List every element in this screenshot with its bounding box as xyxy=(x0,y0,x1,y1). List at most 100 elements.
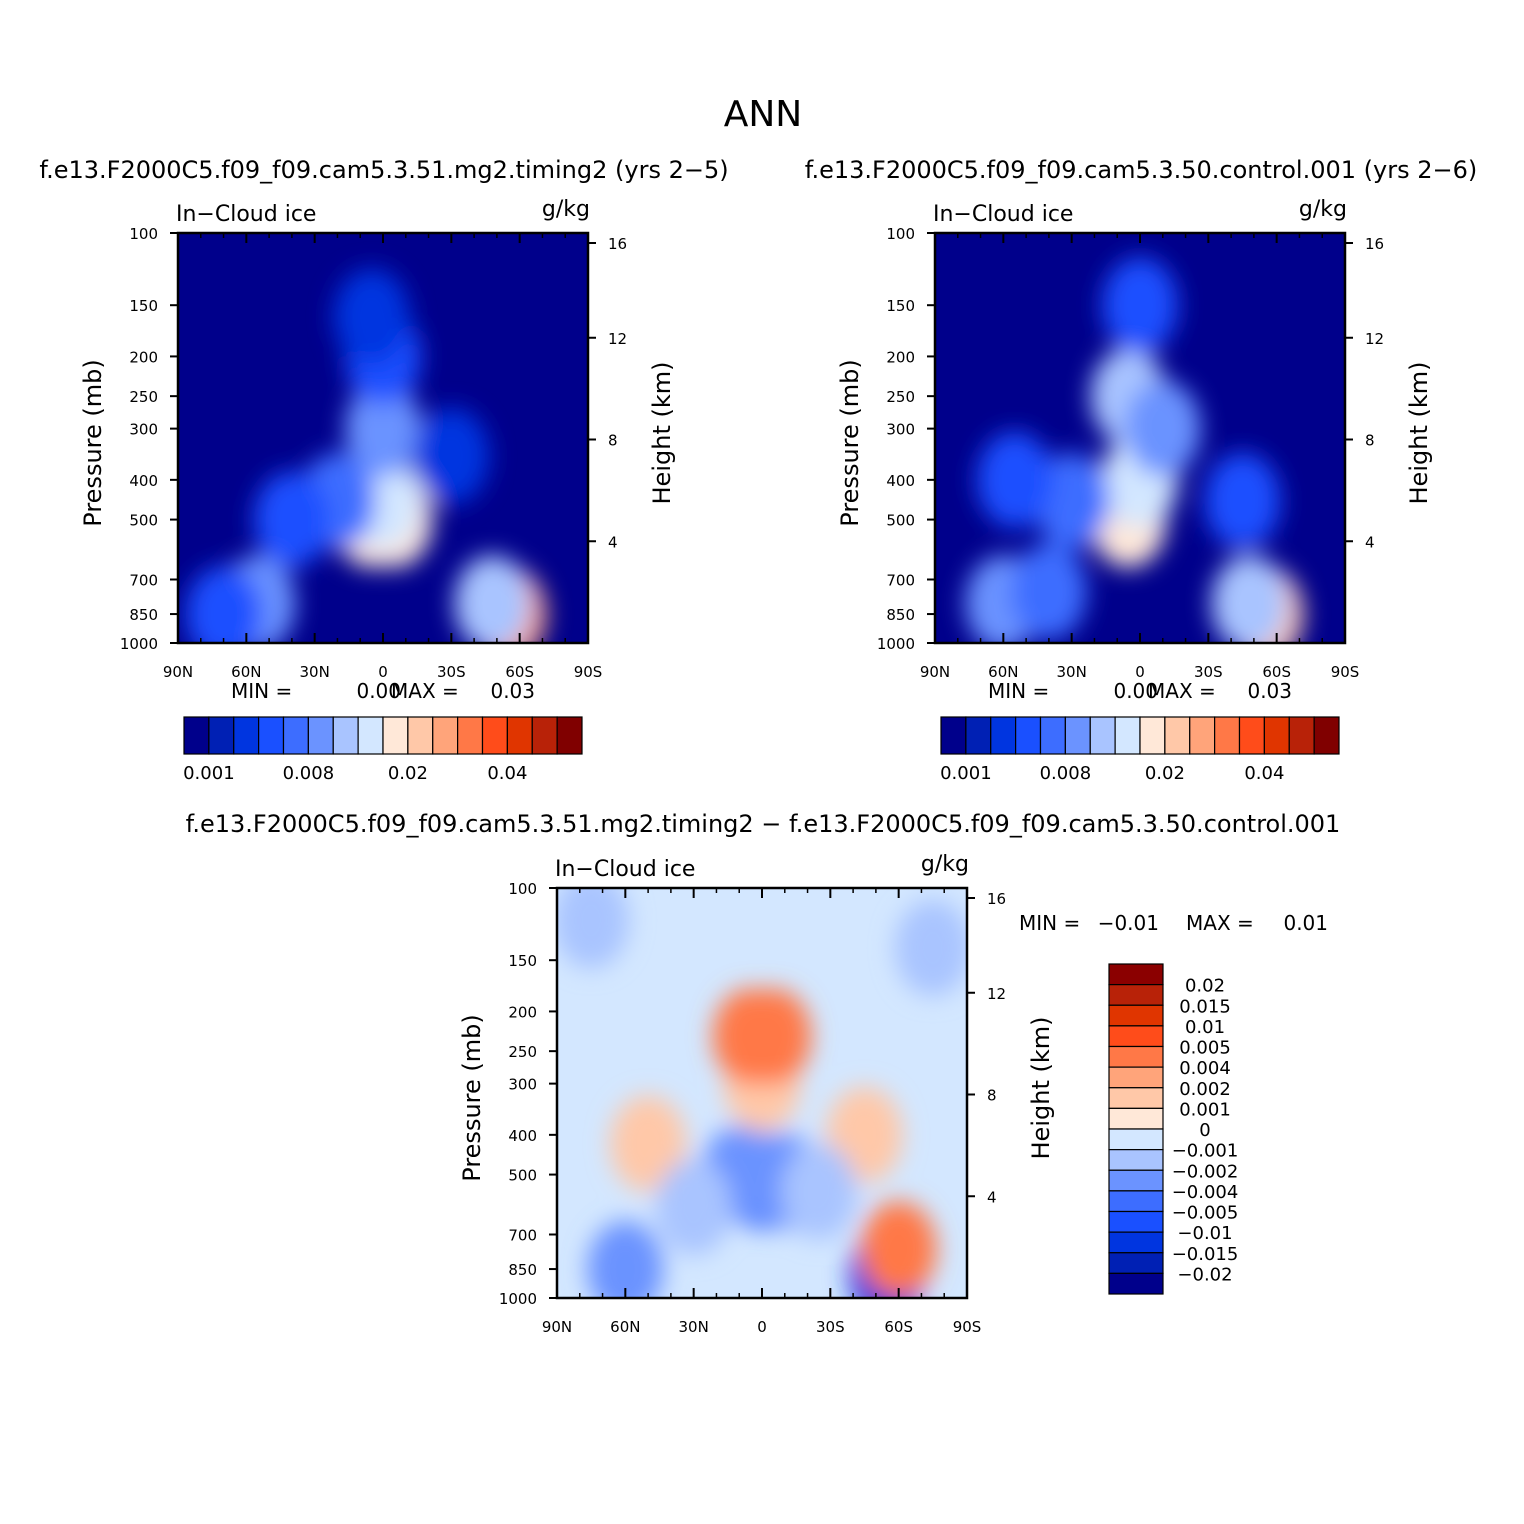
colorbar-swatch xyxy=(531,716,558,755)
y-tick-label: 100 xyxy=(886,225,915,243)
y-right-tick-label: 12 xyxy=(608,330,627,348)
colorbar: 0.001 0.008 0.02 0.04 xyxy=(183,716,583,784)
colorbar-label: 0.001 xyxy=(183,763,235,784)
colorbar-swatch xyxy=(1108,1231,1164,1254)
stats-min-value: 0.00 xyxy=(1113,679,1158,703)
field-blobs xyxy=(557,888,967,1298)
colorbar-swatch xyxy=(208,716,235,755)
stats-max-label: MAX = xyxy=(1186,911,1254,935)
colorbar-swatch xyxy=(940,716,967,755)
y-tick-label: 1000 xyxy=(120,635,158,653)
colorbar-label: −0.004 xyxy=(1172,1182,1239,1203)
colorbar-label: −0.01 xyxy=(1177,1223,1232,1244)
colorbar-swatch xyxy=(258,716,285,755)
colorbar-label: 0.001 xyxy=(940,763,992,784)
colorbar-swatch xyxy=(1108,963,1164,986)
subtitle-right: g/kg xyxy=(1299,197,1347,222)
colorbar-swatch xyxy=(382,716,409,755)
colorbar-label: 0.002 xyxy=(1179,1079,1231,1100)
y-right-tick-label: 12 xyxy=(987,985,1006,1003)
colorbar-swatch xyxy=(1164,716,1191,755)
field-blob xyxy=(1102,257,1178,354)
y-tick-label: 500 xyxy=(129,512,158,530)
y-tick-label: 700 xyxy=(129,571,158,589)
y-tick-label: 500 xyxy=(886,512,915,530)
y-tick-label: 100 xyxy=(129,225,158,243)
colorbar-swatch xyxy=(1313,716,1340,755)
y-right-tick-label: 4 xyxy=(987,1188,997,1206)
field-blob xyxy=(185,566,262,643)
colorbar-swatch xyxy=(1064,716,1091,755)
y-tick-label: 1000 xyxy=(877,635,915,653)
colorbar-label: 0 xyxy=(1199,1120,1210,1141)
y-tick-label: 700 xyxy=(886,571,915,589)
colorbar-swatch xyxy=(407,716,434,755)
colorbar-label: 0.008 xyxy=(283,763,335,784)
colorbar-swatch xyxy=(1108,1210,1164,1233)
y-tick-label: 400 xyxy=(129,472,158,490)
y-axis-label-right: Height (km) xyxy=(648,362,676,505)
stats-min-label: MIN = xyxy=(231,679,292,703)
field-blob xyxy=(1124,380,1201,477)
field-blob xyxy=(413,408,490,505)
colorbar-swatch xyxy=(1108,1107,1164,1130)
colorbar-label: 0.02 xyxy=(1145,763,1185,784)
colorbar-swatch xyxy=(1189,716,1216,755)
colorbar-swatch xyxy=(1089,716,1116,755)
colorbar-label: 0.005 xyxy=(1179,1038,1231,1059)
colorbar-label: 0.015 xyxy=(1179,996,1231,1017)
colorbar-swatch xyxy=(556,716,583,755)
field-blob xyxy=(454,555,531,643)
y-right-tick-label: 12 xyxy=(1365,330,1384,348)
colorbar-swatch xyxy=(1288,716,1315,755)
colorbar-swatch xyxy=(1108,1025,1164,1048)
x-tick-label: 30S xyxy=(1194,663,1223,681)
y-tick-label: 400 xyxy=(886,472,915,490)
y-tick-label: 500 xyxy=(508,1167,537,1185)
colorbar-swatch xyxy=(1139,716,1166,755)
colorbar-label: −0.005 xyxy=(1172,1203,1239,1224)
contour-field xyxy=(557,888,967,1298)
field-blob xyxy=(610,1095,687,1192)
y-tick-label: 200 xyxy=(886,348,915,366)
x-tick-label: 60N xyxy=(610,1318,640,1336)
x-tick-label: 90S xyxy=(953,1318,982,1336)
panel-title: f.e13.F2000C5.f09_f09.cam5.3.51.mg2.timi… xyxy=(39,156,728,184)
chart-panel-control: f.e13.F2000C5.f09_f09.cam5.3.50.control.… xyxy=(805,156,1478,784)
stats-min-label: MIN = xyxy=(1019,911,1080,935)
stats-max-value: 0.03 xyxy=(1247,679,1292,703)
colorbar-swatch xyxy=(481,716,508,755)
y-right-tick-label: 16 xyxy=(987,890,1006,908)
contour-field xyxy=(935,233,1345,643)
colorbar-label: −0.002 xyxy=(1172,1161,1239,1182)
y-right-tick-label: 16 xyxy=(1365,235,1384,253)
y-right-tick-label: 4 xyxy=(1365,533,1375,551)
y-tick-label: 850 xyxy=(886,606,915,624)
x-tick-label: 30S xyxy=(816,1318,845,1336)
colorbar-swatch xyxy=(183,716,210,755)
colorbar-swatch xyxy=(1238,716,1265,755)
y-axis-label: Pressure (mb) xyxy=(458,1014,486,1181)
colorbar-swatch xyxy=(990,716,1017,755)
colorbar-swatch xyxy=(1263,716,1290,755)
chart-panel-difference: f.e13.F2000C5.f09_f09.cam5.3.51.mg2.timi… xyxy=(186,810,1341,1336)
y-axis-label: Pressure (mb) xyxy=(79,359,107,526)
y-tick-label: 150 xyxy=(508,952,537,970)
colorbar-label: −0.001 xyxy=(1172,1141,1239,1162)
y-tick-label: 250 xyxy=(886,388,915,406)
x-tick-label: 90S xyxy=(1331,663,1360,681)
y-right-tick-label: 4 xyxy=(608,533,618,551)
y-axis-label: Pressure (mb) xyxy=(836,359,864,526)
colorbar-swatch xyxy=(432,716,459,755)
x-tick-label: 90N xyxy=(542,1318,572,1336)
colorbar-swatch xyxy=(1108,1252,1164,1274)
colorbar-swatch xyxy=(332,716,359,755)
colorbar-swatch xyxy=(1015,716,1042,755)
colorbar-swatch xyxy=(233,716,260,755)
y-tick-label: 200 xyxy=(129,348,158,366)
x-tick-label: 0 xyxy=(1135,663,1145,681)
colorbar-label: 0.02 xyxy=(1185,976,1225,997)
x-tick-label: 0 xyxy=(378,663,388,681)
colorbar-swatch xyxy=(307,716,334,755)
